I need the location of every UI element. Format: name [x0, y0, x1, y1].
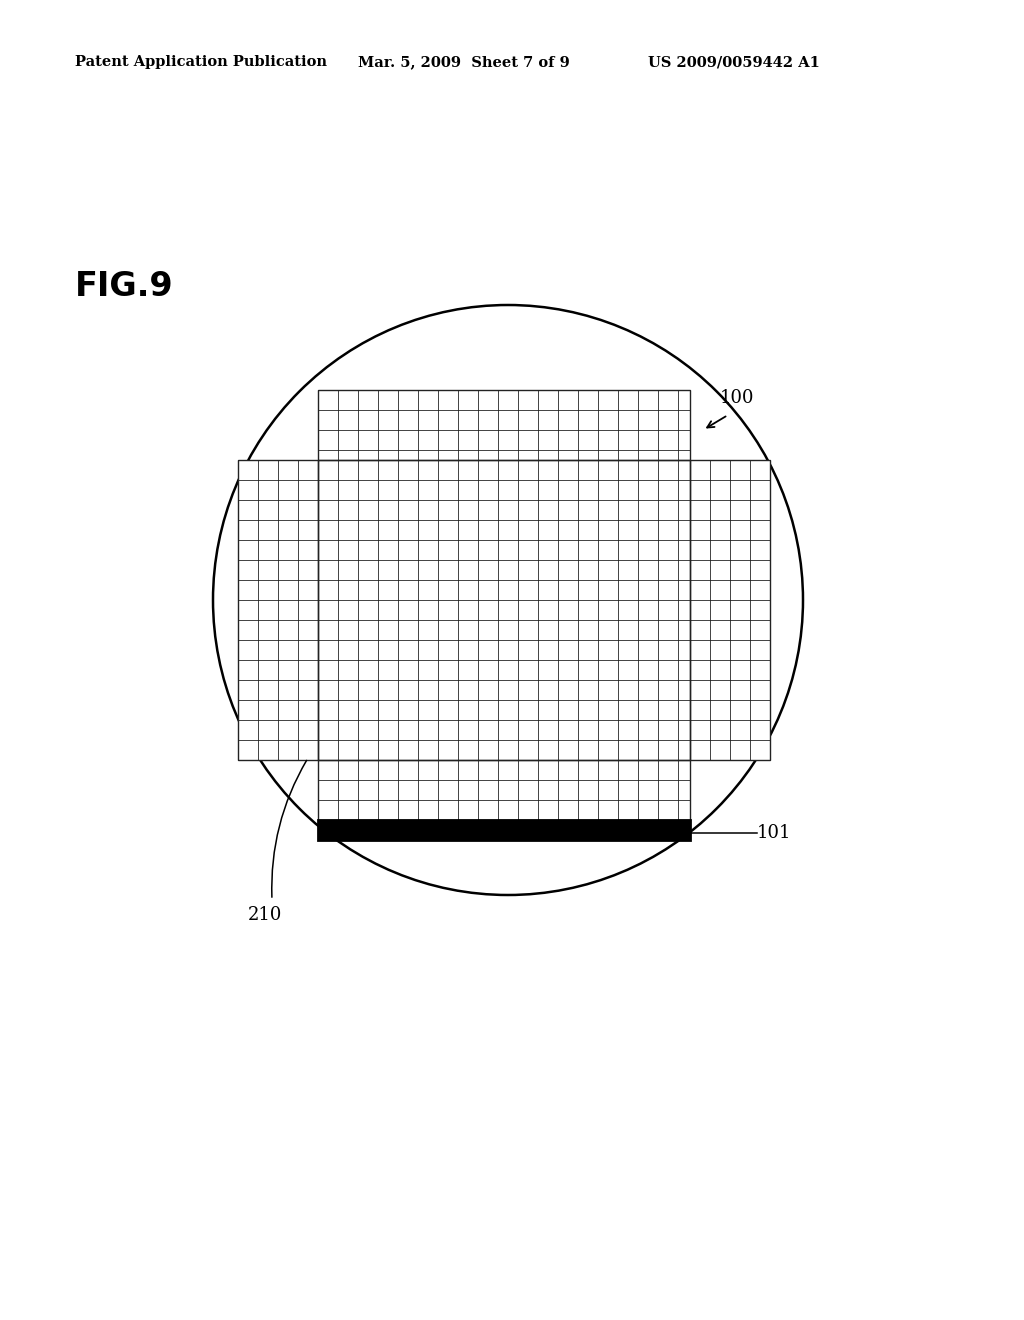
Text: 101: 101 — [757, 824, 792, 842]
Bar — [690, 459, 770, 760]
Text: Mar. 5, 2009  Sheet 7 of 9: Mar. 5, 2009 Sheet 7 of 9 — [358, 55, 569, 69]
Bar — [318, 389, 690, 459]
Bar — [318, 459, 690, 760]
Bar — [318, 389, 690, 459]
Text: FIG.9: FIG.9 — [75, 271, 174, 304]
Bar — [690, 459, 770, 760]
Bar — [318, 760, 690, 820]
Text: US 2009/0059442 A1: US 2009/0059442 A1 — [648, 55, 820, 69]
Bar — [318, 760, 690, 820]
Text: 100: 100 — [720, 389, 755, 407]
Bar — [318, 820, 690, 840]
Text: Patent Application Publication: Patent Application Publication — [75, 55, 327, 69]
Bar — [238, 459, 318, 760]
Bar — [318, 459, 690, 760]
Bar — [238, 459, 318, 760]
Text: 210: 210 — [248, 906, 283, 924]
